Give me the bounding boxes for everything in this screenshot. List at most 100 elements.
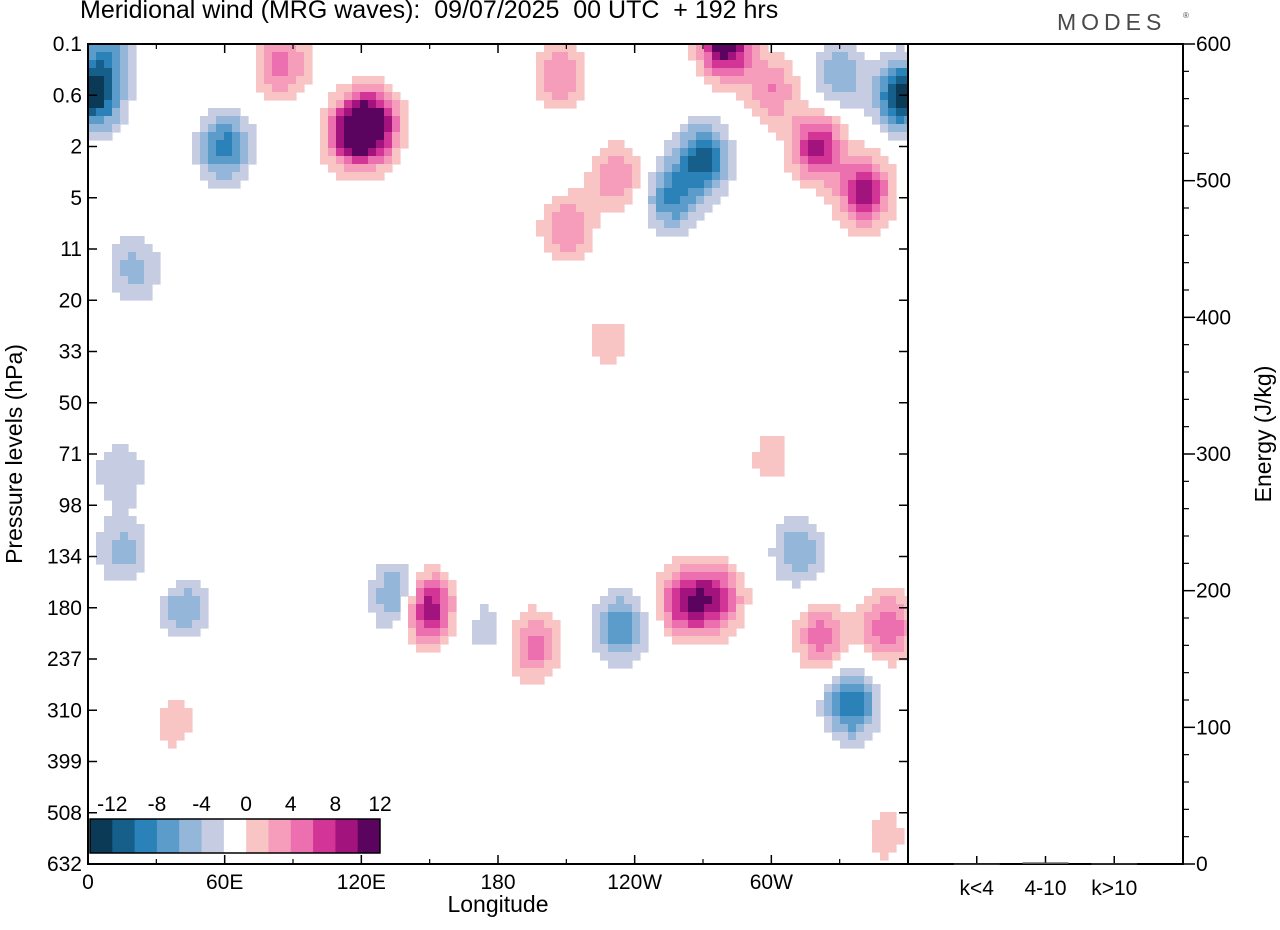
field-cell [624,596,633,605]
field-cell [864,732,873,741]
field-cell [544,636,553,645]
field-cell [888,636,897,645]
field-cell [672,572,681,581]
field-cell [600,652,609,661]
field-cell [792,132,801,141]
field-cell [680,604,689,613]
field-cell [776,76,785,85]
field-cell [816,76,825,85]
field-cell [856,612,865,621]
field-cell [808,116,817,125]
field-cell [696,172,705,181]
field-cell [432,628,441,637]
field-cell [864,92,873,101]
field-cell [104,468,113,477]
field-cell [712,124,721,133]
field-cell [784,572,793,581]
field-cell [688,564,697,573]
field-cell [360,100,369,109]
colorbar-swatch [112,819,136,853]
field-cell [904,628,908,637]
field-cell [376,620,385,629]
field-cell [856,700,865,709]
field-cell [848,196,857,205]
field-cell [792,164,801,173]
field-cell [704,564,713,573]
axes [87,43,1195,865]
field-cell [128,84,137,93]
field-cell [168,596,177,605]
field-cell [776,132,785,141]
field-cell [792,84,801,93]
field-cell [112,548,121,557]
field-cell [120,492,129,501]
field-cell [792,76,801,85]
field-cell [536,660,545,669]
field-cell [848,692,857,701]
field-cell [128,476,137,485]
field-cell [712,52,721,61]
field-cell [544,44,553,53]
field-cell [112,268,121,277]
field-cell [88,76,97,85]
field-cell [736,604,745,613]
field-cell [784,532,793,541]
field-cell [888,92,897,101]
field-cell [680,164,689,173]
field-cell [728,60,737,69]
energy-tick-label: 500 [1196,170,1231,193]
field-cell [624,588,633,597]
field-cell [384,564,393,573]
field-cell [472,628,481,637]
field-cell [832,124,841,133]
field-cell [376,172,385,181]
field-cell [544,76,553,85]
field-cell [128,244,137,253]
colorbar-label: -12 [97,793,127,816]
field-cell [336,124,345,133]
field-cell [360,132,369,141]
field-cell [416,612,425,621]
field-cell [584,196,593,205]
field-cell [888,132,897,141]
field-cell [240,140,249,149]
field-cell [712,604,721,613]
field-cell [96,108,105,117]
field-cell [800,516,809,525]
field-cell [832,708,841,717]
field-cell [120,460,129,469]
field-cell [536,92,545,101]
y-tick-label: 50 [59,392,82,415]
field-cell [624,644,633,653]
field-cell [888,644,897,653]
field-cell [104,132,113,141]
field-cell [808,172,817,181]
field-cell [816,68,825,77]
field-cell [656,604,665,613]
field-cell [256,84,265,93]
field-cell [536,84,545,93]
field-cell [488,620,497,629]
field-cell [688,612,697,621]
colorbar-swatch [246,819,269,853]
field-cell [672,196,681,205]
field-cell [872,156,881,165]
field-cell [776,524,785,533]
field-cell [776,100,785,109]
field-cell [656,220,665,229]
field-cell [832,636,841,645]
field-cell [600,340,609,349]
field-cell [824,700,833,709]
field-cell [848,612,857,621]
field-cell [800,636,809,645]
field-cell [384,132,393,141]
field-cell [744,100,753,109]
colorbar-swatch [223,819,247,853]
field-cell [696,588,705,597]
field-cell [808,124,817,133]
field-cell [248,124,257,133]
field-cell [512,668,521,677]
field-cell [840,188,849,197]
field-cell [280,92,289,101]
field-cell [872,828,881,837]
